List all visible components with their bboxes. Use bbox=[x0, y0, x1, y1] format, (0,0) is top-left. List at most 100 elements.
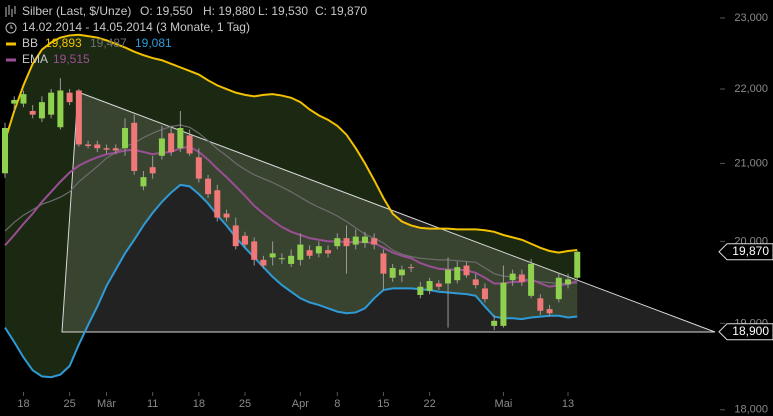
price-tag bbox=[718, 323, 773, 341]
candle-body bbox=[177, 127, 184, 149]
triangle-drawing bbox=[61, 91, 716, 333]
candle-body bbox=[168, 133, 175, 153]
candle-body bbox=[408, 267, 415, 269]
candle-body bbox=[528, 263, 535, 296]
legend-name: EMA bbox=[22, 52, 48, 66]
candle-body bbox=[241, 235, 248, 245]
candle-body bbox=[454, 267, 461, 281]
candle-body bbox=[214, 190, 221, 218]
x-tick-label: Mai bbox=[495, 398, 513, 410]
candle-body bbox=[158, 138, 165, 156]
candle-body bbox=[260, 259, 267, 266]
period: 14.02.2014 - 14.05.2014 (3 Monate, 1 Tag… bbox=[22, 20, 250, 34]
legend-swatch bbox=[6, 42, 16, 46]
candle-body bbox=[435, 283, 442, 287]
x-tick-label: 25 bbox=[239, 398, 251, 410]
candle-body bbox=[288, 255, 295, 264]
candle-body bbox=[398, 269, 405, 276]
candle-body bbox=[269, 253, 276, 258]
candle-body bbox=[94, 144, 101, 149]
band-layer bbox=[5, 34, 578, 378]
clock-hand bbox=[10, 25, 13, 29]
open-value: O: 19,550 bbox=[140, 4, 193, 18]
y-tick-label: 23,000 bbox=[734, 12, 768, 24]
y-tick-label: 18,000 bbox=[734, 404, 768, 416]
price-tag-label: 19,870 bbox=[732, 244, 769, 258]
instrument: Silber (Last, $/Unze) bbox=[22, 4, 131, 18]
candle-body bbox=[48, 92, 55, 115]
candle-body bbox=[315, 246, 322, 254]
candle-body bbox=[509, 273, 516, 281]
candle-body bbox=[112, 148, 119, 151]
line-layer bbox=[4, 33, 578, 379]
candle-body bbox=[38, 102, 45, 119]
clock-icon bbox=[5, 22, 17, 34]
price-tag-label: 18,900 bbox=[732, 324, 769, 338]
candle-body bbox=[352, 236, 359, 245]
candle-body bbox=[574, 251, 581, 278]
candle-body bbox=[565, 279, 572, 285]
candle-body bbox=[389, 267, 396, 278]
candle-body bbox=[472, 279, 479, 286]
x-tick-label: 8 bbox=[334, 398, 340, 410]
candle-body bbox=[417, 286, 424, 296]
candle-body bbox=[232, 225, 239, 247]
legend: Silber (Last, $/Unze) O: 19,550 H: 19,88… bbox=[5, 4, 367, 66]
candle-body bbox=[251, 241, 258, 260]
y-tick-label: 21,000 bbox=[734, 157, 768, 169]
candle-body bbox=[57, 90, 64, 128]
legend-value: 19,893 bbox=[45, 36, 82, 50]
candle-body bbox=[223, 213, 230, 218]
candle-body bbox=[20, 94, 27, 104]
candle-body bbox=[500, 282, 507, 326]
x-tick-label: 25 bbox=[63, 398, 75, 410]
candle-layer bbox=[2, 78, 581, 331]
band-area bbox=[5, 34, 578, 378]
candle-body bbox=[85, 144, 92, 146]
x-tick-label: Mär bbox=[97, 398, 116, 410]
x-tick-label: 13 bbox=[562, 398, 574, 410]
legend-value: 19,487 bbox=[90, 36, 127, 50]
x-tick-label: 22 bbox=[423, 398, 435, 410]
legend-name: BB bbox=[22, 36, 38, 50]
candle-body bbox=[380, 253, 387, 274]
candle-body bbox=[426, 281, 433, 291]
candle-body bbox=[2, 127, 8, 174]
candle-body bbox=[306, 250, 313, 256]
candle-body bbox=[66, 92, 73, 103]
chart-icon bbox=[5, 5, 16, 17]
candle-body bbox=[518, 274, 525, 282]
candle-body bbox=[297, 244, 304, 260]
indicator-line bbox=[4, 183, 578, 379]
candle-body bbox=[371, 238, 378, 245]
candle-body bbox=[121, 127, 128, 149]
candle-body bbox=[140, 177, 147, 187]
candle-body bbox=[103, 148, 110, 150]
legend-swatch bbox=[6, 58, 16, 62]
indicator-line bbox=[4, 124, 578, 285]
x-tick-label: 18 bbox=[193, 398, 205, 410]
candle-body bbox=[445, 269, 452, 284]
legend-value: 19,081 bbox=[135, 36, 172, 50]
indicator-line bbox=[4, 33, 578, 254]
candle-body bbox=[491, 320, 498, 326]
high-value: H: 19,880 bbox=[203, 4, 255, 18]
candle-body bbox=[205, 178, 212, 195]
candle-body bbox=[334, 238, 341, 247]
candle-body bbox=[546, 309, 553, 314]
candle-body bbox=[149, 167, 156, 174]
candle-body bbox=[29, 110, 36, 115]
candle-body bbox=[131, 122, 138, 172]
y-tick-label: 22,000 bbox=[734, 83, 768, 95]
legend-value: 19,515 bbox=[53, 52, 90, 66]
indicator-line bbox=[4, 145, 578, 288]
price-tag bbox=[718, 243, 773, 261]
close-value: C: 19,870 bbox=[315, 4, 367, 18]
candle-body bbox=[75, 90, 82, 145]
low-value: L: 19,530 bbox=[258, 4, 308, 18]
x-tick-label: Apr bbox=[292, 398, 309, 410]
candle-body bbox=[11, 99, 18, 104]
